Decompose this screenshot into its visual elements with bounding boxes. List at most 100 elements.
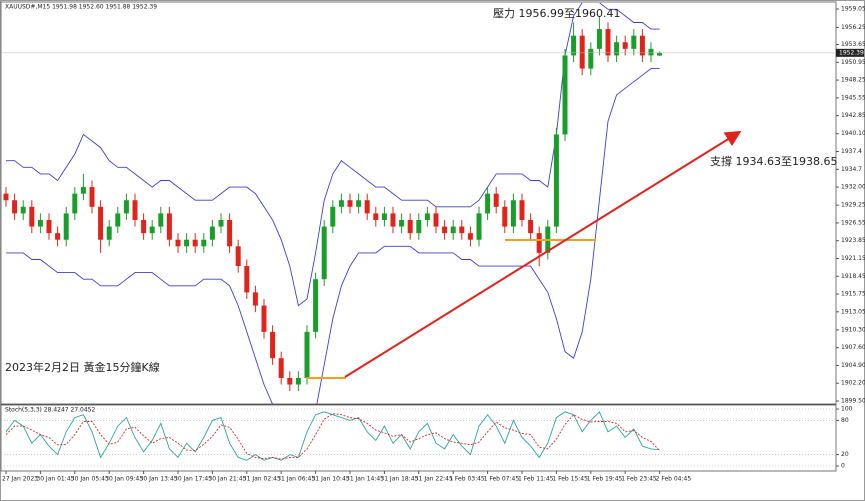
x-tick-label: 1 Feb 07:45 [484, 476, 520, 483]
candle-body [227, 219, 233, 247]
y-tick-label: 1940.10 [841, 130, 865, 137]
candle-body [98, 206, 104, 240]
y-tick-label: 0 [841, 463, 845, 470]
y-tick-label: 80 [841, 417, 849, 424]
x-tick-label: 1 Feb 15:45 [552, 476, 588, 483]
x-tick-label: 1 Feb 19:45 [587, 476, 623, 483]
candle-body [295, 377, 301, 385]
candle-body [184, 239, 190, 247]
candle-body [553, 134, 559, 227]
x-tick-label: 1 Feb 11:45 [518, 476, 554, 483]
candle-body [450, 226, 456, 234]
candle-body [622, 42, 628, 49]
candle-body [201, 239, 207, 247]
x-tick-label: 1 Feb 03:45 [449, 476, 485, 483]
candle-body [510, 200, 516, 227]
candle-body [588, 48, 594, 69]
candle-body [46, 219, 52, 234]
y-tick-label: 1918.45 [841, 273, 865, 280]
candle-body [416, 219, 422, 234]
x-tick-label: 30 Jan 21:45 [208, 476, 246, 483]
candle-body [485, 193, 491, 214]
candle-body [519, 200, 525, 220]
candle-body [20, 206, 26, 214]
candle-body [648, 48, 654, 56]
x-tick-label: 27 Jan 2023 [2, 476, 38, 483]
x-tick-label: 31 Jan 06:45 [277, 476, 315, 483]
candle-body [639, 35, 645, 56]
candle-body [244, 266, 250, 293]
x-tick-label: 31 Jan 02:45 [243, 476, 281, 483]
trend-arrow [344, 130, 742, 378]
x-tick-label: 2 Feb 04:45 [656, 476, 692, 483]
axes: 1899.50 1902.20 1904.90 1907.60 1910.30 1913.… [2, 6, 865, 483]
x-tick-label: 31 Jan 14:45 [346, 476, 384, 483]
candle-body [80, 187, 86, 194]
price-box [836, 48, 864, 57]
y-tick-label: 1953.65 [841, 41, 865, 48]
bollinger-band [6, 68, 660, 404]
candle-body [605, 29, 611, 56]
candle-body [72, 193, 78, 214]
candle-body [399, 219, 405, 227]
stoch-line [5, 413, 660, 460]
candle-body [381, 213, 387, 220]
stoch-title: Stoch(5,3,3) 28.4247 27.0452 [5, 407, 96, 414]
candle-body [175, 239, 181, 247]
candle-body [192, 239, 198, 247]
chart-caption: 2023年2月2日 黃金15分鐘K線 [5, 360, 160, 374]
y-tick-label: 1902.20 [841, 380, 865, 387]
candle-body [235, 246, 241, 267]
candle-body [252, 292, 258, 306]
candle-body [209, 226, 215, 240]
candle-body [321, 226, 327, 280]
candle-body [123, 200, 129, 214]
y-tick-label: 1910.30 [841, 326, 865, 333]
y-tick-label: 1913.05 [841, 308, 865, 315]
candle-body [407, 219, 413, 234]
candle-body [347, 200, 353, 207]
x-tick-label: 30 Jan 01:45 [36, 476, 74, 483]
candle-body [614, 42, 620, 56]
y-tick-label: 1934.7 [841, 166, 862, 173]
x-tick-label: 31 Jan 10:45 [312, 476, 350, 483]
y-tick-label: 20 [841, 451, 849, 458]
y-tick-label: 1950.95 [841, 59, 865, 66]
y-tick-label: 1921.15 [841, 255, 865, 262]
candle-body [536, 233, 542, 253]
y-tick-label: 1937.4 [841, 148, 862, 155]
y-tick-label: 1942.85 [841, 112, 865, 119]
candle-body [270, 331, 276, 359]
price-label: 1952.39 [839, 49, 864, 56]
candle-body [467, 233, 473, 240]
resistance-label: 壓力 1956.99至1960.41 [493, 7, 620, 20]
candle-body [313, 279, 319, 332]
chart-title: XAUUSD#,M15 1951.98 1952.60 1951.88 1952… [5, 4, 157, 11]
candle-body [330, 206, 336, 227]
y-tick-label: 100 [841, 406, 853, 413]
candle-body [390, 213, 396, 227]
candle-body [278, 358, 284, 378]
x-tick-label: 30 Jan 05:45 [71, 476, 109, 483]
price-plot [1, 3, 835, 404]
candle-body [356, 200, 362, 207]
candle-body [476, 213, 482, 240]
candle-body [657, 52, 663, 56]
candle-body [338, 200, 344, 207]
candle-body [596, 29, 602, 49]
y-tick-label: 1932.00 [841, 184, 865, 191]
y-tick-label: 1948.25 [841, 77, 865, 84]
candle-body [424, 213, 430, 220]
candle-body [364, 200, 370, 214]
x-tick-label: 1 Feb 23:45 [621, 476, 657, 483]
support-label: 支撐 1934.63至1938.65 [710, 154, 837, 168]
y-tick-label: 1904.90 [841, 362, 865, 369]
bollinger-band [6, 3, 660, 307]
candle-body [141, 219, 147, 234]
y-tick-label: 1929.25 [841, 202, 865, 209]
candle-body [55, 233, 61, 240]
candle-body [502, 206, 508, 227]
x-tick-label: 30 Jan 13:45 [140, 476, 178, 483]
candle-body [571, 35, 577, 56]
